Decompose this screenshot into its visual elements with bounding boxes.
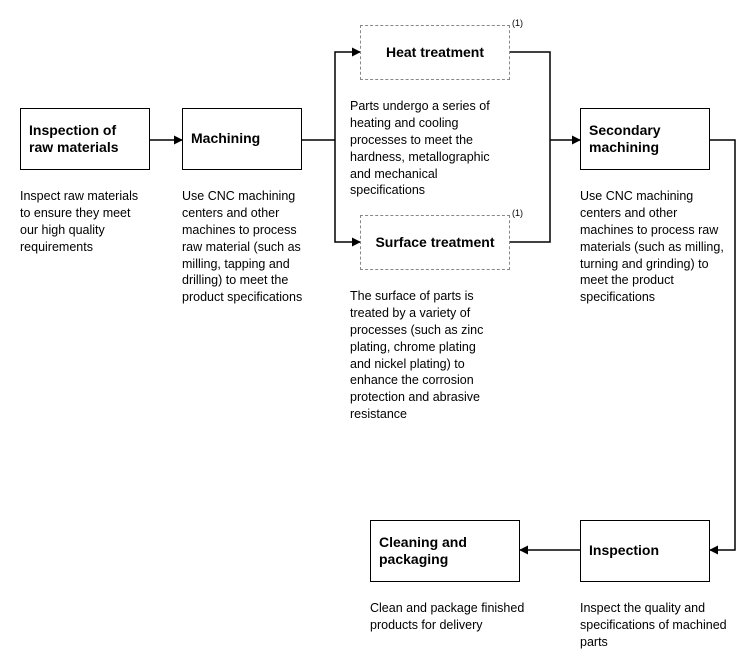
node-machining-box: Machining: [182, 108, 302, 170]
node-surface-desc: The surface of parts is treated by a var…: [350, 288, 500, 423]
edge-heat-to-join: [510, 52, 550, 140]
node-machining: Machining Use CNC machining centers and …: [182, 108, 312, 170]
node-machining-title: Machining: [191, 130, 260, 148]
node-inspection-box: Inspection: [580, 520, 710, 582]
node-cleaning-desc: Clean and package finished products for …: [370, 600, 530, 634]
node-heat-note: (1): [512, 18, 523, 28]
node-heat: Heat treatment Parts undergo a series of…: [360, 25, 510, 80]
node-inspection-raw-title: Inspection of raw materials: [29, 122, 141, 157]
node-secondary-desc: Use CNC machining centers and other mach…: [580, 188, 730, 306]
node-heat-title: Heat treatment: [386, 44, 484, 62]
node-cleaning: Cleaning and packaging Clean and package…: [370, 520, 530, 582]
node-heat-desc: Parts undergo a series of heating and co…: [350, 98, 500, 199]
edge-surface-to-join: [510, 140, 550, 242]
node-surface-note: (1): [512, 208, 523, 218]
flowchart-canvas: Inspection of raw materials Inspect raw …: [0, 0, 750, 672]
node-inspection-raw-desc: Inspect raw materials to ensure they mee…: [20, 188, 150, 256]
node-secondary-box: Secondary machining: [580, 108, 710, 170]
node-inspection: Inspection Inspect the quality and speci…: [580, 520, 730, 582]
node-surface-title: Surface treatment: [375, 234, 494, 252]
node-secondary-title: Secondary machining: [589, 122, 701, 157]
node-surface-box: Surface treatment: [360, 215, 510, 270]
node-inspection-desc: Inspect the quality and specifications o…: [580, 600, 730, 651]
node-machining-desc: Use CNC machining centers and other mach…: [182, 188, 312, 306]
node-cleaning-title: Cleaning and packaging: [379, 534, 511, 569]
node-surface: Surface treatment The surface of parts i…: [360, 215, 510, 270]
node-inspection-raw: Inspection of raw materials Inspect raw …: [20, 108, 150, 170]
node-inspection-raw-box: Inspection of raw materials: [20, 108, 150, 170]
node-inspection-title: Inspection: [589, 542, 659, 560]
node-heat-box: Heat treatment: [360, 25, 510, 80]
node-cleaning-box: Cleaning and packaging: [370, 520, 520, 582]
node-secondary: Secondary machining Use CNC machining ce…: [580, 108, 730, 170]
